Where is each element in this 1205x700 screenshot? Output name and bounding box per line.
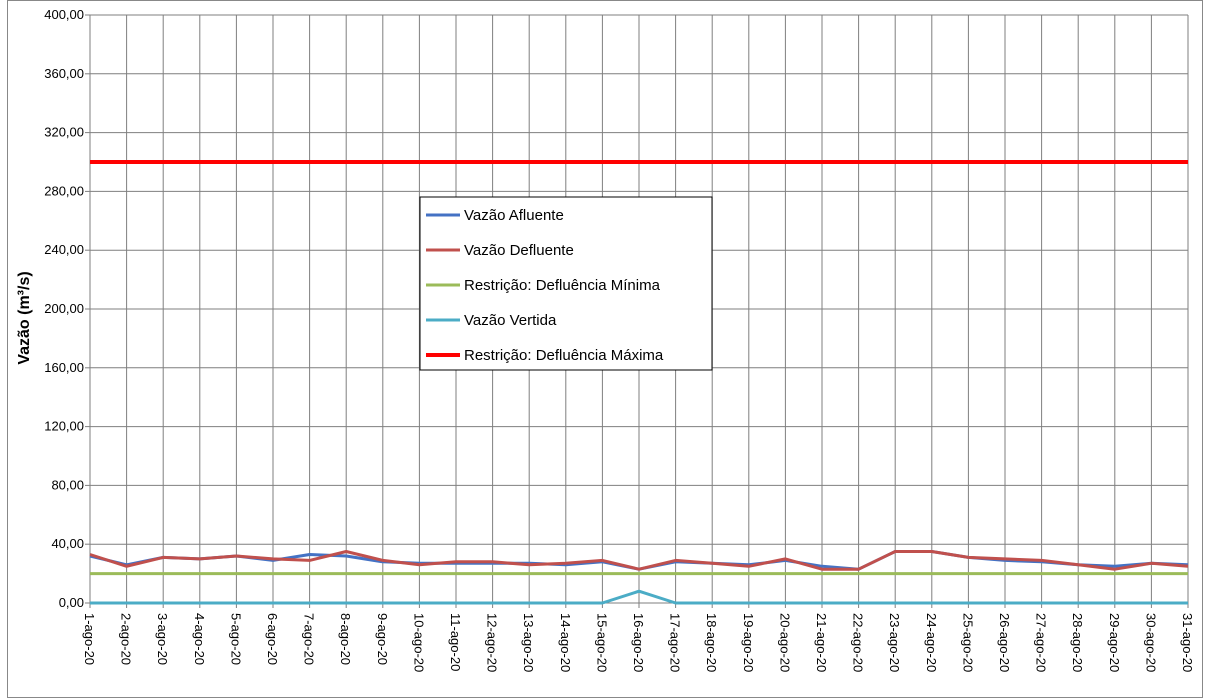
y-axis-label: Vazão (m³/s) (16, 271, 33, 364)
x-tick-label: 6-ago-20 (265, 613, 280, 665)
x-axis-ticks: 1-ago-20 2-ago-20 3-ago-20 4-ago-20 5-ago-20… (82, 613, 1195, 672)
y-tick-label: 240,00 (44, 242, 84, 257)
x-tick-label: 20-ago-20 (777, 613, 792, 672)
x-tick-label: 16-ago-20 (631, 613, 646, 672)
y-tick-label: 280,00 (44, 183, 84, 198)
series-line-3 (90, 589, 1188, 605)
x-tick-label: 28-ago-20 (1070, 613, 1085, 672)
y-axis-ticks: 0,00 40,00 80,00 120,00 160,00 200,00 240,00 28… (44, 7, 84, 610)
y-tick-label: 360,00 (44, 66, 84, 81)
x-tick-label: 23-ago-20 (887, 613, 902, 672)
y-tick-label: 0,00 (59, 595, 84, 610)
x-tick-label: 15-ago-20 (594, 613, 609, 672)
y-tick-label: 80,00 (51, 477, 84, 492)
x-tick-label: 25-ago-20 (960, 613, 975, 672)
x-tick-label: 3-ago-20 (155, 613, 170, 665)
legend-box (419, 196, 713, 371)
x-tick-label: 10-ago-20 (411, 613, 426, 672)
x-tick-label: 21-ago-20 (814, 613, 829, 672)
x-tick-label: 11-ago-20 (448, 613, 463, 671)
x-tick-label: 1-ago-20 (82, 613, 97, 665)
x-tick-label: 13-ago-20 (521, 613, 536, 672)
y-tick-label: 160,00 (44, 360, 84, 375)
x-tick-label: 14-ago-20 (558, 613, 573, 672)
x-tick-label: 18-ago-20 (704, 613, 719, 672)
x-tick-label: 31-ago-20 (1180, 613, 1195, 672)
series-lines (89, 160, 1189, 605)
x-tick-label: 27-ago-20 (1034, 613, 1049, 672)
x-tick-label: 2-ago-20 (119, 613, 134, 665)
x-tick-label: 22-ago-20 (851, 613, 866, 672)
x-tick-label: 8-ago-20 (338, 613, 353, 665)
x-tick-label: 19-ago-20 (741, 613, 756, 672)
legend-label: Vazão Defluente (464, 242, 574, 259)
series-line-1 (89, 550, 1189, 571)
x-tick-label: 29-ago-20 (1107, 613, 1122, 672)
x-tick-label: 17-ago-20 (668, 613, 683, 672)
legend: Vazão Afluente Vazão Defluente Restrição: … (419, 196, 713, 371)
legend-label: Restrição: Defluência Mínima (464, 277, 661, 294)
y-tick-label: 200,00 (44, 301, 84, 316)
x-tick-label: 26-ago-20 (997, 613, 1012, 672)
x-tick-label: 9-ago-20 (375, 613, 390, 665)
x-tick-label: 30-ago-20 (1143, 613, 1158, 672)
y-tick-label: 400,00 (44, 7, 84, 22)
y-tick-label: 320,00 (44, 125, 84, 140)
x-tick-label: 5-ago-20 (228, 613, 243, 665)
x-tick-label: 12-ago-20 (485, 613, 500, 672)
y-tick-label: 120,00 (44, 419, 84, 434)
x-tick-label: 24-ago-20 (924, 613, 939, 672)
legend-label: Vazão Vertida (464, 312, 557, 329)
y-tick-label: 40,00 (51, 536, 84, 551)
legend-label: Vazão Afluente (464, 207, 564, 224)
chart-frame (7, 0, 1203, 698)
x-tick-label: 7-ago-20 (302, 613, 317, 665)
x-tick-label: 4-ago-20 (192, 613, 207, 665)
legend-label: Restrição: Defluência Máxima (464, 347, 664, 364)
